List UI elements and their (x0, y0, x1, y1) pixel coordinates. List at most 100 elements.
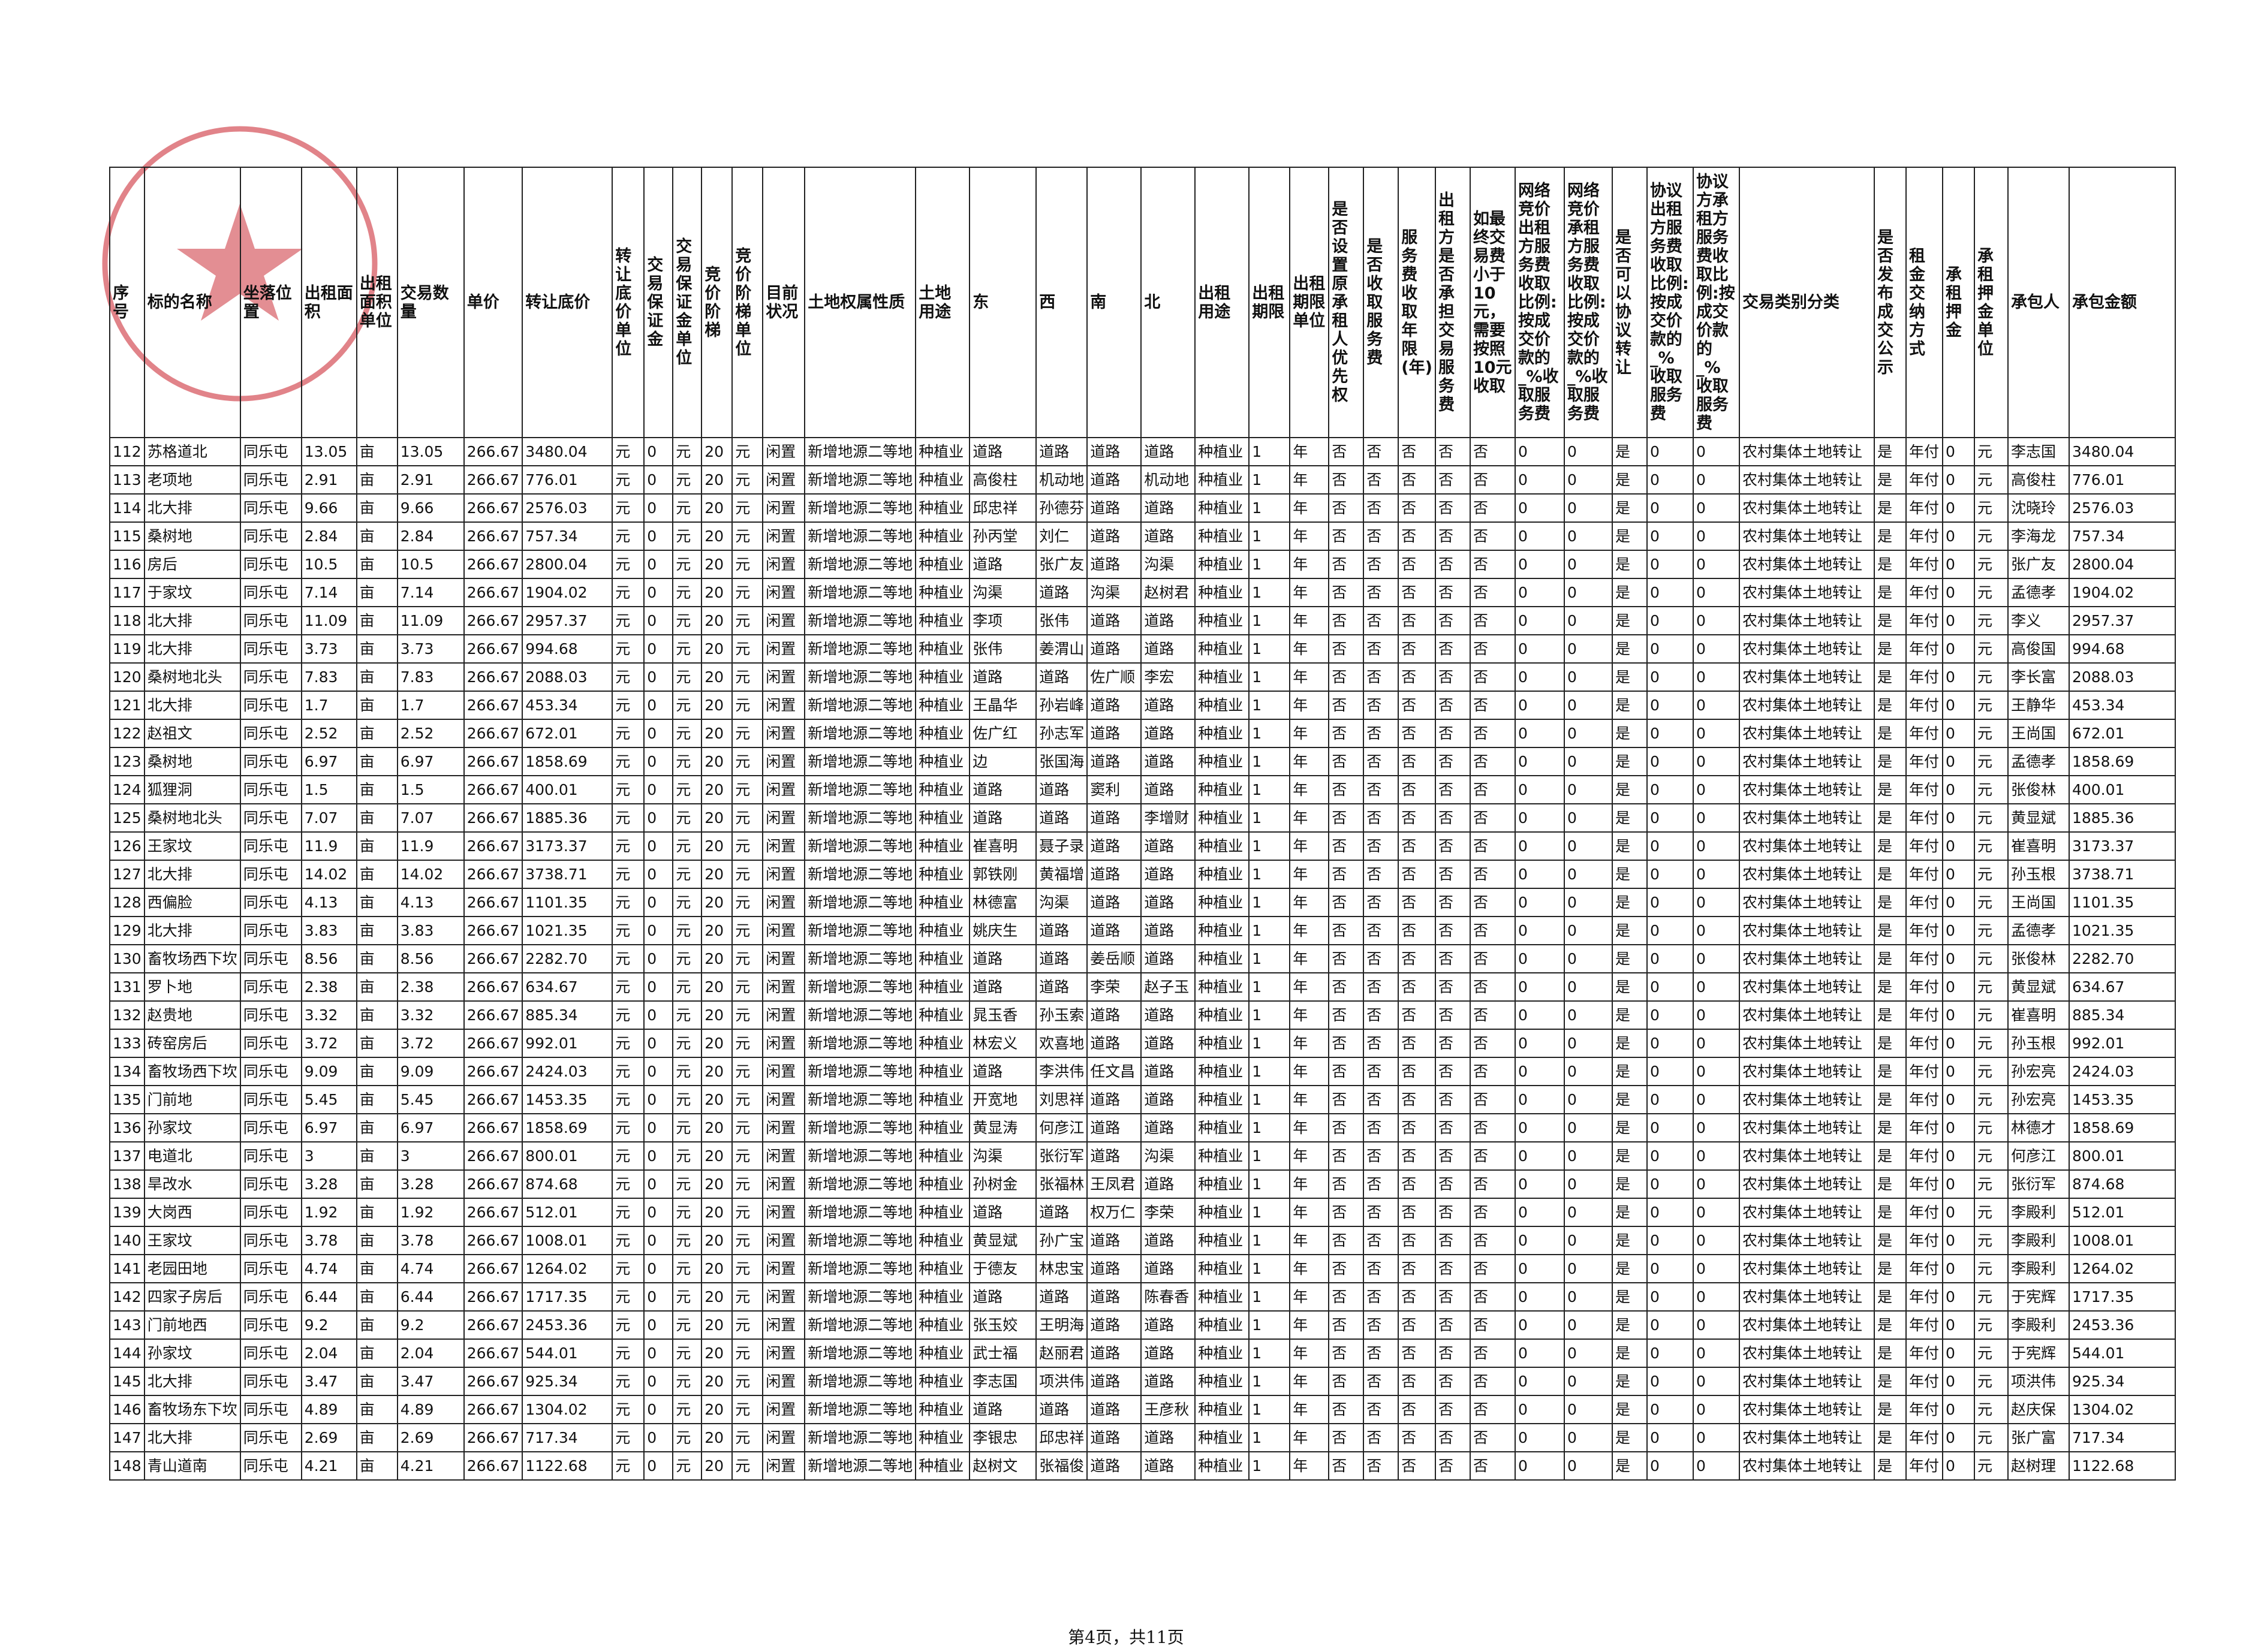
table-cell: 5.45 (396, 1085, 465, 1114)
table-cell: 孙宏亮 (2007, 1057, 2070, 1086)
table-cell: 北大排 (143, 606, 241, 635)
table-cell: 否 (1328, 860, 1365, 889)
table-cell: 800.01 (2068, 1141, 2176, 1171)
table-cell: 否 (1363, 1339, 1399, 1368)
table-cell: 种植业 (1194, 493, 1250, 523)
table-cell: 否 (1398, 1226, 1436, 1255)
table-cell: 新增地源二等地 (804, 1169, 917, 1199)
table-cell: 道路 (1140, 1057, 1196, 1086)
table-cell: 0 (1941, 1141, 1975, 1171)
table-cell: 年 (1289, 888, 1330, 917)
table-cell: 闲置 (762, 1141, 806, 1171)
table-cell: 畜牧场西下坎 (143, 944, 241, 973)
table-cell: 张俊林 (2007, 775, 2070, 804)
table-cell: 元 (731, 972, 764, 1002)
table-cell: 新增地源二等地 (804, 1310, 917, 1340)
table-row: 146 畜牧场东下坎 同乐屯 4.89 亩 4.89 266.67 1304.02 元 0 元 20 元… (109, 1395, 2176, 1424)
table-cell: 道路 (1035, 437, 1088, 466)
table-cell: 年 (1289, 1226, 1330, 1255)
table-cell: 道路 (1035, 803, 1088, 833)
table-cell: 新增地源二等地 (804, 1254, 917, 1283)
table-cell: 4.21 (300, 1451, 357, 1481)
table-cell: 否 (1328, 1310, 1365, 1340)
table-cell: 种植业 (915, 662, 971, 692)
table-cell: 0 (643, 550, 674, 579)
table-cell: 0 (1514, 1282, 1565, 1312)
table-cell: 闲置 (762, 606, 806, 635)
table-cell: 元 (612, 775, 645, 804)
table-cell: 否 (1363, 1141, 1399, 1171)
table-cell: 年 (1289, 1085, 1330, 1114)
table-cell: 0 (1514, 1310, 1565, 1340)
table-cell: 农村集体土地转让 (1738, 1029, 1875, 1058)
table-cell: 1 (1248, 521, 1291, 551)
table-cell: 道路 (1140, 860, 1196, 889)
table-cell: 0 (1941, 691, 1975, 720)
table-cell: 1904.02 (2068, 578, 2176, 607)
table-cell: 否 (1363, 1367, 1399, 1396)
table-cell: 王家坟 (143, 831, 241, 861)
table-cell: 张伟 (1035, 606, 1088, 635)
table-cell: 0 (1514, 888, 1565, 917)
table-cell: 新增地源二等地 (804, 1451, 917, 1481)
table-cell: 闲置 (762, 1057, 806, 1086)
table-cell: 沟渠 (969, 578, 1037, 607)
table-cell: 否 (1398, 916, 1436, 945)
table-cell: 20 (701, 634, 733, 664)
table-cell: 李增财 (1140, 803, 1196, 833)
table-cell: 同乐屯 (239, 662, 302, 692)
table-cell: 3.78 (396, 1226, 465, 1255)
table-cell: 1101.35 (2068, 888, 2176, 917)
table-cell: 种植业 (915, 1198, 971, 1227)
table-cell: 266.67 (463, 1029, 523, 1058)
table-cell: 7.83 (396, 662, 465, 692)
table-cell: 20 (701, 1423, 733, 1452)
table-cell: 道路 (1140, 521, 1196, 551)
table-cell: 是 (1611, 1198, 1648, 1227)
table-cell: 否 (1469, 831, 1516, 861)
table-cell: 0 (1646, 860, 1694, 889)
table-cell: 否 (1469, 1113, 1516, 1142)
table-cell: 0 (643, 1310, 674, 1340)
table-cell: 266.67 (463, 1085, 523, 1114)
table-cell: 否 (1328, 465, 1365, 495)
table-cell: 0 (1563, 662, 1613, 692)
table-cell: 种植业 (1194, 1395, 1250, 1424)
table-cell: 122 (109, 719, 145, 748)
table-cell: 道路 (1140, 747, 1196, 776)
table-cell: 是 (1611, 831, 1648, 861)
table-cell: 0 (1941, 1198, 1975, 1227)
table-cell: 266.67 (463, 465, 523, 495)
table-cell: 种植业 (1194, 1029, 1250, 1058)
table-cell: 沟渠 (1140, 1141, 1196, 1171)
table-cell: 年 (1289, 1113, 1330, 1142)
table-cell: 元 (612, 550, 645, 579)
table-cell: 大岗西 (143, 1198, 241, 1227)
table-cell: 否 (1328, 1169, 1365, 1199)
table-row: 137 电道北 同乐屯 3 亩 3 266.67 800.01 元 0 元 20 元闲置 新增地源二等地种… (109, 1141, 2176, 1171)
table-cell: 元 (1973, 831, 2009, 861)
table-cell: 0 (1646, 465, 1694, 495)
table-cell: 元 (1973, 775, 2009, 804)
table-cell: 1 (1248, 1282, 1291, 1312)
table-cell: 0 (1563, 1339, 1613, 1368)
table-cell: 20 (701, 493, 733, 523)
table-cell: 否 (1434, 1226, 1471, 1255)
table-cell: 元 (612, 1395, 645, 1424)
table-cell: 崔喜明 (2007, 831, 2070, 861)
table-cell: 否 (1434, 606, 1471, 635)
table-cell: 元 (672, 860, 703, 889)
table-cell: 元 (612, 1113, 645, 1142)
table-cell: 邱忠祥 (1035, 1423, 1088, 1452)
table-cell: 2800.04 (522, 550, 613, 579)
table-cell: 否 (1469, 521, 1516, 551)
table-cell: 同乐屯 (239, 1169, 302, 1199)
table-cell: 元 (672, 1367, 703, 1396)
table-cell: 年 (1289, 1198, 1330, 1227)
table-cell: 512.01 (522, 1198, 613, 1227)
table-cell: 新增地源二等地 (804, 1141, 917, 1171)
table-cell: 是 (1873, 1310, 1907, 1340)
table-cell: 农村集体土地转让 (1738, 1198, 1875, 1227)
table-cell: 元 (612, 747, 645, 776)
table-cell: 0 (643, 1198, 674, 1227)
